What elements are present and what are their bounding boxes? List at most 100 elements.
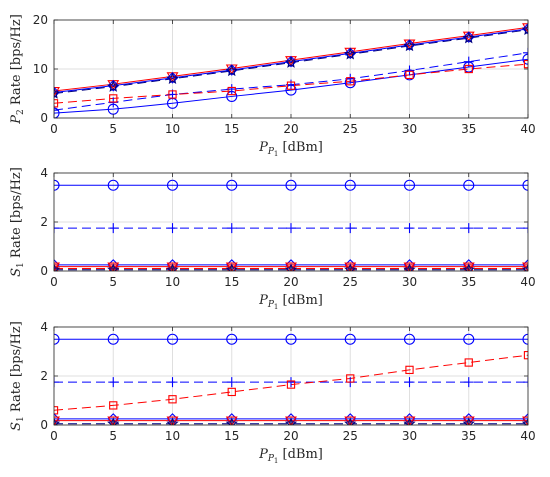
y-tick-label: 2 — [40, 215, 48, 229]
x-tick-label: 10 — [165, 275, 180, 289]
data-point — [108, 377, 119, 388]
data-point — [107, 263, 120, 271]
data-point — [463, 333, 475, 345]
data-point — [404, 223, 415, 234]
subplot-3: 0 5 10 15 20 25 30 35 40 0 2 4 PP1 [dBm] S1 Rate [bps… — [9, 320, 536, 465]
x-tick-label: 25 — [343, 275, 358, 289]
x-tick-label: 40 — [520, 429, 535, 443]
data-point — [227, 86, 236, 96]
data-point — [405, 365, 414, 375]
data-point — [344, 262, 357, 271]
x-tick-label: 20 — [283, 275, 298, 289]
series-line-5 — [54, 28, 528, 94]
x-tick-label: 5 — [109, 122, 117, 136]
data-point — [463, 179, 475, 191]
data-point — [226, 377, 237, 388]
data-point — [225, 64, 238, 77]
data-point — [523, 377, 528, 388]
data-point — [344, 263, 357, 271]
data-point — [286, 81, 296, 90]
y-tick-label: 4 — [40, 320, 48, 334]
x-tick-label: 40 — [520, 275, 535, 289]
data-point — [54, 86, 60, 99]
x-tick-label: 30 — [402, 429, 417, 443]
data-point — [109, 401, 118, 410]
x-tick-label: 20 — [283, 429, 298, 443]
x-tick-label: 5 — [109, 275, 117, 289]
data-point — [166, 263, 179, 271]
data-point — [167, 377, 178, 388]
x-axis-label: PP1 [dBm] — [258, 447, 323, 465]
data-point — [521, 23, 528, 36]
data-point — [344, 47, 357, 60]
data-point — [107, 262, 120, 271]
data-point — [344, 47, 357, 60]
data-point — [463, 223, 474, 234]
data-point — [522, 23, 528, 35]
data-point — [522, 416, 528, 425]
x-tick-label: 15 — [224, 429, 239, 443]
data-point — [403, 179, 416, 191]
data-point — [54, 87, 61, 99]
data-point — [166, 72, 179, 85]
data-point — [166, 333, 179, 345]
data-point — [54, 223, 59, 234]
data-point — [462, 263, 475, 271]
data-point — [522, 262, 528, 271]
subplot-2: 0 5 10 15 20 25 30 35 40 0 2 4 PP1 [dBm] S1 Rate [bps… — [9, 166, 536, 311]
data-point — [54, 262, 60, 271]
y-axis-label: S1 Rate [bps/Hz] — [9, 167, 26, 277]
data-point — [54, 377, 59, 388]
x-axis-label: PP1 [dBm] — [258, 140, 323, 158]
data-point — [226, 179, 238, 191]
x-tick-label: 10 — [165, 122, 180, 136]
data-point — [285, 262, 297, 271]
series-group — [54, 333, 528, 425]
data-point — [286, 223, 296, 234]
data-point — [108, 223, 119, 234]
data-point — [462, 31, 475, 43]
x-tick-label: 10 — [165, 429, 180, 443]
data-point — [344, 333, 356, 345]
series-line-3 — [54, 63, 528, 104]
x-tick-label: 35 — [461, 429, 476, 443]
data-point — [54, 263, 61, 271]
x-tick-label: 30 — [402, 275, 417, 289]
data-point — [285, 55, 297, 68]
data-point — [521, 263, 528, 271]
data-point — [464, 64, 473, 74]
x-tick-label: 35 — [461, 122, 476, 136]
data-point — [462, 416, 475, 425]
data-point — [403, 416, 416, 425]
data-point — [284, 56, 298, 68]
data-point — [284, 417, 298, 425]
x-tick-label: 0 — [50, 122, 58, 136]
data-point — [344, 179, 356, 191]
data-point — [346, 374, 355, 383]
data-point — [285, 333, 297, 345]
data-point — [226, 333, 238, 345]
data-point — [168, 90, 177, 99]
data-point — [54, 107, 60, 118]
data-point — [225, 263, 238, 271]
y-tick-label: 10 — [33, 62, 48, 76]
data-point — [54, 105, 59, 116]
x-tick-label: 0 — [50, 429, 58, 443]
data-point — [225, 262, 238, 271]
x-tick-label: 25 — [343, 429, 358, 443]
y-tick-label: 2 — [40, 369, 48, 383]
data-point — [107, 80, 120, 92]
data-point — [403, 39, 416, 52]
data-point — [107, 79, 120, 92]
data-point — [403, 263, 416, 271]
data-point — [107, 416, 120, 425]
x-tick-label: 30 — [402, 122, 417, 136]
y-axis-label: S1 Rate [bps/Hz] — [9, 321, 26, 431]
data-point — [166, 417, 179, 425]
data-point — [462, 262, 475, 271]
y-tick-label: 0 — [40, 264, 48, 278]
y-tick-label: 20 — [33, 13, 48, 27]
data-point — [462, 31, 475, 44]
data-point — [405, 70, 414, 80]
